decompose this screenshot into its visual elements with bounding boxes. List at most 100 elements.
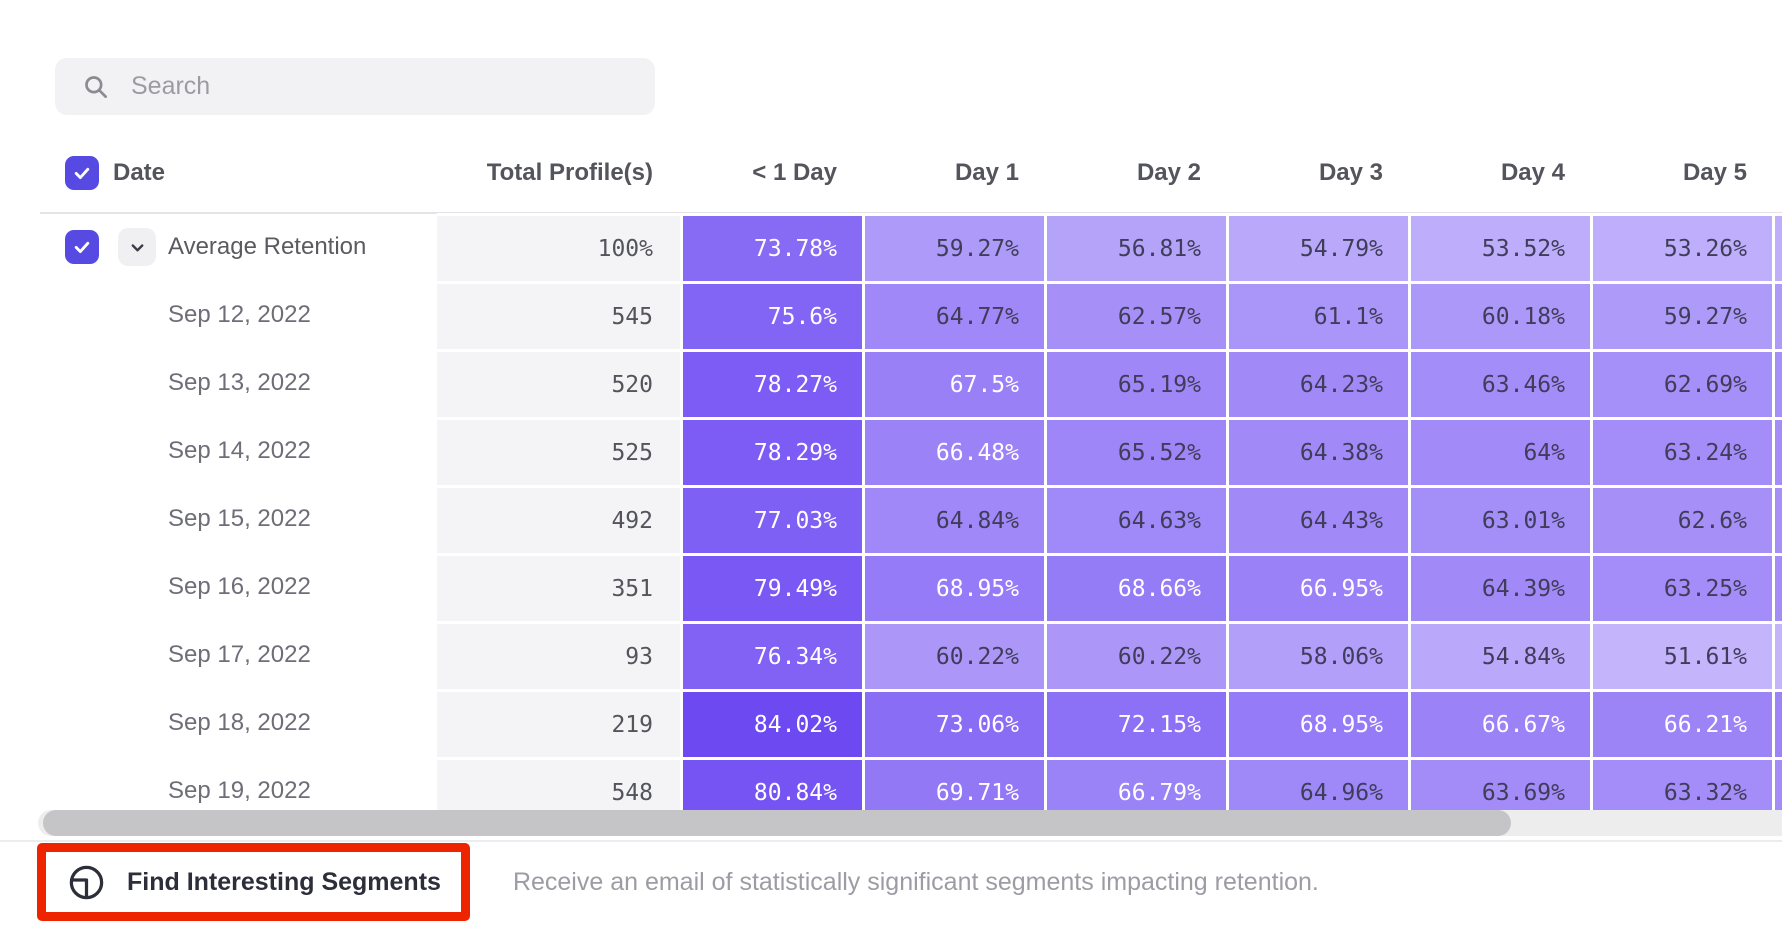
- table-row: Sep 13, 2022 520 78.27% 67.5% 65.19% 64.23%…: [0, 349, 1782, 417]
- total-profiles-cell: 100%: [437, 213, 680, 281]
- clipped-next-day-cell: [1772, 757, 1782, 810]
- retention-cell[interactable]: 62.69%: [1590, 349, 1772, 417]
- retention-cell[interactable]: 78.29%: [680, 417, 862, 485]
- retention-cell[interactable]: 53.26%: [1590, 213, 1772, 281]
- row-label-cell[interactable]: Average Retention: [40, 213, 437, 281]
- row-label-cell[interactable]: Sep 17, 2022: [40, 621, 437, 689]
- retention-cell[interactable]: 59.27%: [862, 213, 1044, 281]
- retention-cell[interactable]: 65.52%: [1044, 417, 1226, 485]
- retention-cell[interactable]: 64.23%: [1226, 349, 1408, 417]
- row-label: Sep 18, 2022: [168, 709, 311, 736]
- retention-cell[interactable]: 64.96%: [1226, 757, 1408, 810]
- retention-cell[interactable]: 61.1%: [1226, 281, 1408, 349]
- row-label: Sep 16, 2022: [168, 573, 311, 600]
- retention-cell[interactable]: 63.01%: [1408, 485, 1590, 553]
- retention-cell[interactable]: 66.21%: [1590, 689, 1772, 757]
- row-label-cell[interactable]: Sep 14, 2022: [40, 417, 437, 485]
- retention-cell[interactable]: 58.06%: [1226, 621, 1408, 689]
- total-profiles-cell: 548: [437, 757, 680, 810]
- retention-cell[interactable]: 64.38%: [1226, 417, 1408, 485]
- header-day-0: < 1 Day: [752, 159, 837, 186]
- retention-cell[interactable]: 63.32%: [1590, 757, 1772, 810]
- retention-cell[interactable]: 66.95%: [1226, 553, 1408, 621]
- retention-cell[interactable]: 51.61%: [1590, 621, 1772, 689]
- row-label: Sep 12, 2022: [168, 301, 311, 328]
- header-day-3: Day 3: [1318, 159, 1383, 186]
- retention-cell[interactable]: 84.02%: [680, 689, 862, 757]
- total-profiles-cell: 492: [437, 485, 680, 553]
- retention-cell[interactable]: 62.57%: [1044, 281, 1226, 349]
- total-profiles-cell: 93: [437, 621, 680, 689]
- retention-cell[interactable]: 54.84%: [1408, 621, 1590, 689]
- retention-cell[interactable]: 65.19%: [1044, 349, 1226, 417]
- clipped-next-day-cell: [1772, 553, 1782, 621]
- retention-cell[interactable]: 63.24%: [1590, 417, 1772, 485]
- chevron-down-button[interactable]: [118, 228, 156, 266]
- retention-cell[interactable]: 59.27%: [1590, 281, 1772, 349]
- retention-cell[interactable]: 64.39%: [1408, 553, 1590, 621]
- total-profiles-cell: 525: [437, 417, 680, 485]
- retention-cell[interactable]: 69.71%: [862, 757, 1044, 810]
- total-profiles-cell: 520: [437, 349, 680, 417]
- retention-cell[interactable]: 77.03%: [680, 485, 862, 553]
- retention-cell[interactable]: 63.69%: [1408, 757, 1590, 810]
- retention-cell[interactable]: 64.77%: [862, 281, 1044, 349]
- retention-cell[interactable]: 78.27%: [680, 349, 862, 417]
- row-label-cell[interactable]: Sep 19, 2022: [40, 757, 437, 810]
- retention-cell[interactable]: 66.79%: [1044, 757, 1226, 810]
- header-day-4: Day 4: [1500, 159, 1565, 186]
- retention-cell[interactable]: 68.95%: [862, 553, 1044, 621]
- retention-cell[interactable]: 76.34%: [680, 621, 862, 689]
- clipped-next-day-cell: [1772, 689, 1782, 757]
- retention-table-body: Average Retention 100% 73.78% 59.27% 56.81…: [0, 213, 1782, 810]
- row-checkbox[interactable]: [65, 230, 99, 264]
- row-label-cell[interactable]: Sep 15, 2022: [40, 485, 437, 553]
- retention-cell[interactable]: 68.95%: [1226, 689, 1408, 757]
- row-label-cell[interactable]: Sep 13, 2022: [40, 349, 437, 417]
- retention-cell[interactable]: 53.52%: [1408, 213, 1590, 281]
- find-interesting-segments-button[interactable]: Find Interesting Segments: [68, 864, 441, 901]
- retention-cell[interactable]: 60.18%: [1408, 281, 1590, 349]
- clipped-next-day-cell: [1772, 621, 1782, 689]
- retention-cell[interactable]: 60.22%: [862, 621, 1044, 689]
- retention-cell[interactable]: 64.43%: [1226, 485, 1408, 553]
- retention-cell[interactable]: 66.67%: [1408, 689, 1590, 757]
- row-label: Sep 14, 2022: [168, 437, 311, 464]
- table-row: Sep 15, 2022 492 77.03% 64.84% 64.63% 64.43…: [0, 485, 1782, 553]
- row-label-cell[interactable]: Sep 16, 2022: [40, 553, 437, 621]
- retention-cell[interactable]: 66.48%: [862, 417, 1044, 485]
- scrollbar-thumb[interactable]: [43, 810, 1511, 836]
- search-input[interactable]: [129, 71, 655, 102]
- retention-cell[interactable]: 79.49%: [680, 553, 862, 621]
- retention-cell[interactable]: 56.81%: [1044, 213, 1226, 281]
- row-label-cell[interactable]: Sep 12, 2022: [40, 281, 437, 349]
- select-all-checkbox[interactable]: [65, 156, 99, 190]
- retention-cell[interactable]: 63.46%: [1408, 349, 1590, 417]
- retention-cell[interactable]: 68.66%: [1044, 553, 1226, 621]
- retention-cell[interactable]: 60.22%: [1044, 621, 1226, 689]
- header-total-profiles: Total Profile(s): [486, 159, 653, 186]
- clipped-next-day-cell: [1772, 485, 1782, 553]
- table-row: Sep 19, 2022 548 80.84% 69.71% 66.79% 64.96…: [0, 757, 1782, 810]
- retention-cell[interactable]: 75.6%: [680, 281, 862, 349]
- clipped-next-day-cell: [1772, 417, 1782, 485]
- retention-cell[interactable]: 54.79%: [1226, 213, 1408, 281]
- retention-cell[interactable]: 63.25%: [1590, 553, 1772, 621]
- retention-cell[interactable]: 64.63%: [1044, 485, 1226, 553]
- retention-cell[interactable]: 64%: [1408, 417, 1590, 485]
- retention-cell[interactable]: 62.6%: [1590, 485, 1772, 553]
- retention-cell[interactable]: 73.78%: [680, 213, 862, 281]
- retention-cell[interactable]: 72.15%: [1044, 689, 1226, 757]
- retention-cell[interactable]: 64.84%: [862, 485, 1044, 553]
- clipped-next-day-cell: [1772, 349, 1782, 417]
- retention-cell[interactable]: 80.84%: [680, 757, 862, 810]
- row-label-cell[interactable]: Sep 18, 2022: [40, 689, 437, 757]
- checkmark-icon: [74, 241, 90, 253]
- retention-cell[interactable]: 73.06%: [862, 689, 1044, 757]
- header-day-1: Day 1: [954, 159, 1019, 186]
- retention-cell[interactable]: 67.5%: [862, 349, 1044, 417]
- total-profiles-cell: 219: [437, 689, 680, 757]
- header-day-2: Day 2: [1136, 159, 1201, 186]
- table-row: Sep 12, 2022 545 75.6% 64.77% 62.57% 61.1% 6…: [0, 281, 1782, 349]
